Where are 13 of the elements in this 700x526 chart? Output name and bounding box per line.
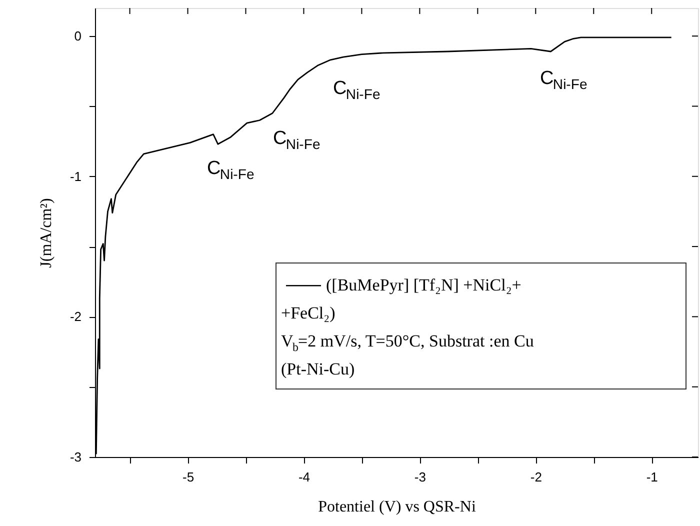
y-axis-title: J(mA/cm²)	[38, 198, 55, 268]
legend-label: ([BuMePyr] [Tf₂N] +NiCl₂+ +FeCl₂)	[281, 276, 522, 323]
x-tick-label: -2	[530, 470, 542, 484]
x-tick-label: -3	[414, 470, 426, 484]
x-tick-label: -5	[182, 470, 194, 484]
y-tick-label: -1	[70, 168, 82, 184]
x-axis-title: Potentiel (V) vs QSR-Ni	[318, 498, 476, 516]
y-tick-label: 0	[74, 28, 82, 44]
y-tick-label: -3	[70, 450, 82, 464]
y-tick-label: -2	[70, 309, 82, 324]
x-tick-label: -1	[646, 470, 658, 484]
x-tick-label: -4	[298, 470, 310, 484]
annotation: (Pt-Ni-Cu)	[281, 360, 355, 379]
